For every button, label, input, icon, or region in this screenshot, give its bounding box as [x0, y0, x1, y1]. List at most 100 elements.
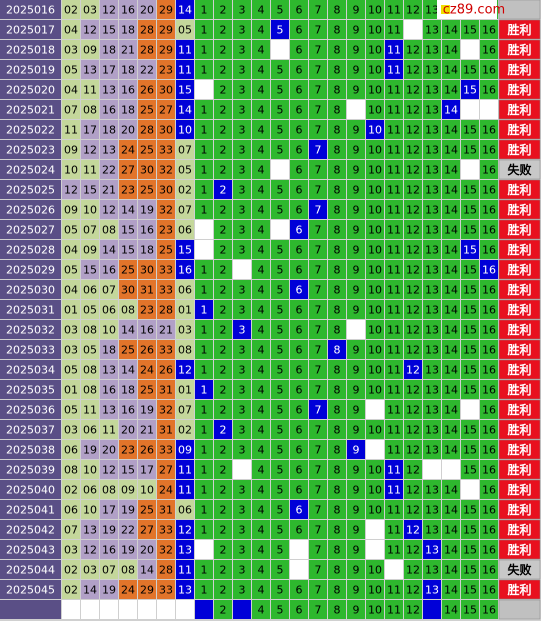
result-cell [498, 99, 541, 120]
cell-number: 9 [353, 24, 360, 37]
number-cell [423, 80, 441, 99]
cell-number: 4 [258, 424, 265, 437]
red-ball-number: 31 [159, 384, 173, 397]
number-cell [309, 360, 327, 379]
cell-number: 5 [277, 524, 284, 537]
red-ball-cell [157, 360, 175, 379]
issue-number: 2025017 [6, 24, 55, 37]
blue-hit-cell [385, 460, 403, 479]
red-ball-cell [62, 60, 80, 79]
number-cell [480, 400, 498, 419]
issue-cell [0, 140, 61, 159]
red-ball-number: 03 [64, 324, 78, 337]
blue-hit-cell [328, 340, 346, 359]
number-cell [442, 180, 460, 199]
number-cell [366, 0, 384, 19]
number-cell [328, 100, 346, 119]
number-cell [385, 600, 403, 619]
cell-number: 5 [277, 584, 284, 597]
issue-cell [0, 220, 61, 239]
number-cell [385, 140, 403, 159]
red-ball-number: 32 [159, 164, 173, 177]
red-ball-cell [157, 280, 175, 299]
cell-number: 1 [201, 364, 208, 377]
red-ball-cell [62, 180, 80, 199]
cell-number: 11 [387, 144, 401, 157]
red-ball-number: 08 [83, 324, 97, 337]
number-cell [233, 500, 251, 519]
red-ball-cell [138, 360, 156, 379]
cell-number: 7 [315, 204, 322, 217]
cell-number: 11 [387, 604, 401, 617]
number-cell [309, 280, 327, 299]
number-cell [480, 540, 498, 559]
number-cell [423, 220, 441, 239]
red-ball-cell [157, 260, 175, 279]
red-ball-cell [81, 120, 99, 139]
red-ball-number: 03 [64, 344, 78, 357]
number-cell [195, 320, 213, 339]
cell-number: 11 [387, 264, 401, 277]
cell-number: 6 [296, 304, 303, 317]
blue-ball-cell [176, 360, 194, 379]
cell-number: 13 [425, 364, 439, 377]
cell-number: 6 [296, 584, 303, 597]
cell-number: 13 [425, 64, 439, 77]
number-cell [328, 80, 346, 99]
cell-number: 11 [387, 64, 401, 77]
number-cell [366, 580, 384, 599]
cell-number: 11 [387, 384, 401, 397]
number-cell [233, 0, 251, 19]
red-ball-number: 07 [102, 564, 116, 577]
empty-cell [347, 320, 365, 339]
cell-number: 13 [425, 584, 439, 597]
number-cell [290, 140, 308, 159]
cell-number: 12 [406, 444, 420, 457]
cell-number: 15 [463, 464, 477, 477]
number-cell [309, 520, 327, 539]
blue-ball-number: 02 [178, 184, 192, 197]
result-text: 胜利 [507, 382, 531, 397]
number-cell [309, 120, 327, 139]
red-ball-number: 02 [64, 564, 78, 577]
cell-number: 14 [444, 504, 458, 517]
red-ball-number: 08 [121, 564, 135, 577]
number-cell [195, 340, 213, 359]
red-ball-cell [62, 540, 80, 559]
cell-number: 7 [315, 124, 322, 137]
number-cell [214, 140, 232, 159]
number-cell [461, 280, 479, 299]
number-cell [309, 540, 327, 559]
red-ball-cell [157, 320, 175, 339]
cell-number: 13 [425, 424, 439, 437]
issue-cell [0, 460, 61, 479]
result-cell [498, 339, 541, 360]
issue-number: 2025034 [6, 364, 55, 377]
cell-number: 16 [482, 64, 496, 77]
red-ball-cell [100, 120, 118, 139]
cell-number: 14 [444, 304, 458, 317]
number-cell [442, 360, 460, 379]
cell-number: 11 [387, 84, 401, 97]
number-cell [461, 460, 479, 479]
issue-number: 2025030 [6, 284, 55, 297]
blue-ball-number: 07 [178, 204, 192, 217]
number-cell [214, 440, 232, 459]
number-cell [233, 520, 251, 539]
cell-number: 15 [463, 504, 477, 517]
cell-number: 2 [220, 64, 227, 77]
cell-number: 3 [239, 104, 246, 117]
number-cell [214, 500, 232, 519]
red-ball-number: 05 [83, 344, 97, 357]
red-ball-number: 26 [159, 364, 173, 377]
number-cell [423, 160, 441, 179]
red-ball-number: 24 [140, 364, 154, 377]
number-cell [214, 40, 232, 59]
cell-number: 9 [353, 184, 360, 197]
blue-hit-cell [290, 220, 308, 239]
cell-number: 10 [368, 284, 382, 297]
number-cell [290, 360, 308, 379]
blue-ball-cell [176, 600, 194, 619]
cell-number: 5 [277, 544, 284, 557]
cell-number: 1 [201, 344, 208, 357]
